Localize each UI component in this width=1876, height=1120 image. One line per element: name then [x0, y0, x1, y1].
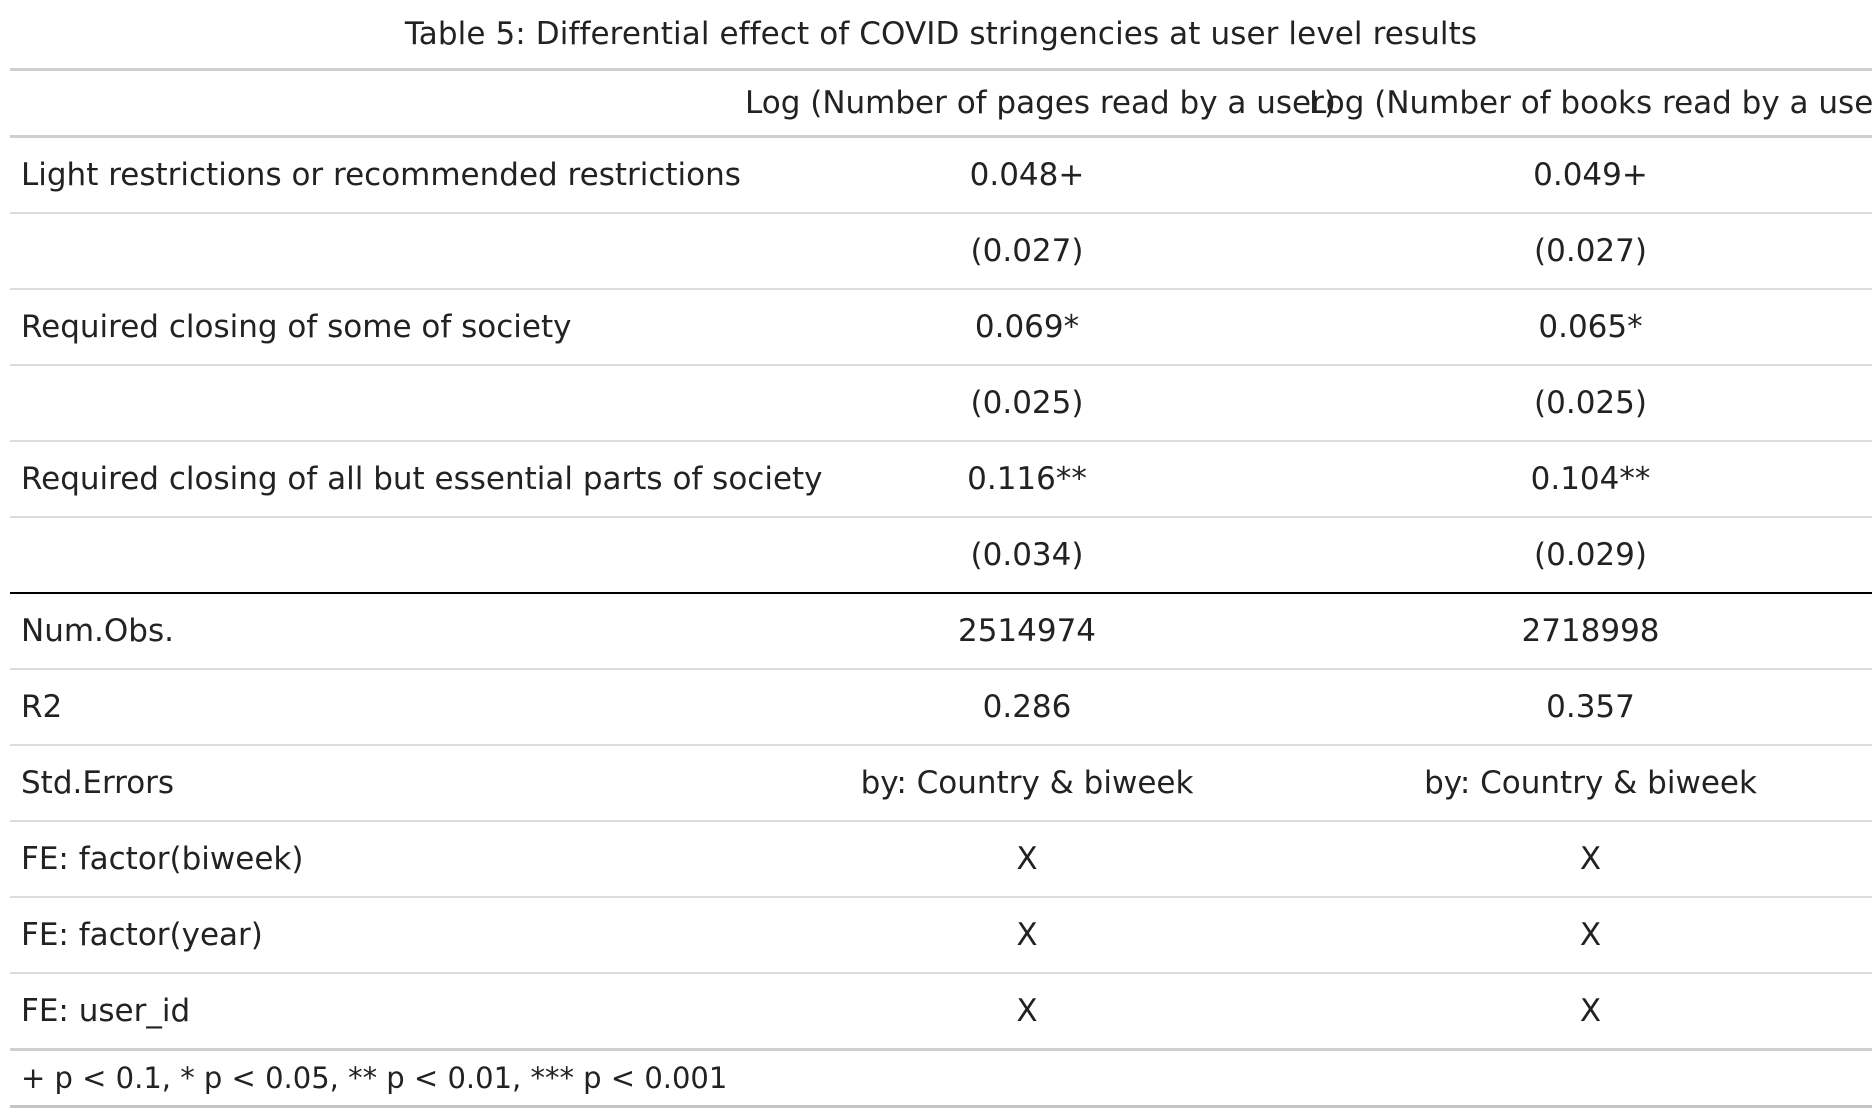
row-label — [10, 517, 745, 594]
cell-pages: (0.034) — [745, 517, 1309, 594]
stats-row: Num.Obs. 2514974 2718998 — [10, 593, 1872, 670]
table-row: Required closing of some of society 0.06… — [10, 289, 1872, 366]
stats-row: FE: user_id X X — [10, 973, 1872, 1051]
row-label — [10, 365, 745, 442]
cell-pages: (0.025) — [745, 365, 1309, 442]
cell-books: 0.357 — [1309, 669, 1872, 746]
cell-pages: 2514974 — [745, 593, 1309, 670]
regression-table: Log (Number of pages read by a user) Log… — [10, 68, 1876, 1108]
row-label: FE: factor(biweek) — [10, 821, 745, 898]
cell-pages: (0.027) — [745, 213, 1309, 290]
header-row: Log (Number of pages read by a user) Log… — [10, 68, 1876, 138]
row-label: FE: factor(year) — [10, 897, 745, 974]
table-container: Table 5: Differential effect of COVID st… — [10, 0, 1876, 1108]
cell-books: (0.029) — [1309, 517, 1872, 594]
row-label: Required closing of all but essential pa… — [10, 441, 823, 518]
table-row: (0.025) (0.025) — [10, 365, 1872, 442]
table-row: Required closing of all but essential pa… — [10, 441, 1872, 518]
stats-row: Std.Errors by: Country & biweek by: Coun… — [10, 745, 1872, 822]
cell-books: 0.065* — [1309, 289, 1872, 366]
row-label — [10, 213, 745, 290]
cell-books: (0.025) — [1309, 365, 1872, 442]
header-books-column: Log (Number of books read by a user) — [1309, 68, 1876, 138]
stats-row: FE: factor(biweek) X X — [10, 821, 1872, 898]
cell-pages: by: Country & biweek — [745, 745, 1309, 822]
cell-books: 0.049+ — [1309, 136, 1872, 214]
stats-row: FE: factor(year) X X — [10, 897, 1872, 974]
cell-pages: X — [745, 897, 1309, 974]
row-label: Required closing of some of society — [10, 289, 745, 366]
cell-books: 2718998 — [1309, 593, 1872, 670]
row-label: Std.Errors — [10, 745, 745, 822]
cell-pages: 0.116** — [745, 441, 1309, 518]
row-label: Num.Obs. — [10, 593, 745, 670]
cell-pages: 0.069* — [745, 289, 1309, 366]
cell-pages: 0.048+ — [745, 136, 1309, 214]
cell-books: by: Country & biweek — [1309, 745, 1872, 822]
cell-books: 0.104** — [1309, 441, 1872, 518]
cell-pages: X — [745, 973, 1309, 1051]
footnote-row: + p < 0.1, * p < 0.05, ** p < 0.01, *** … — [10, 1048, 1872, 1108]
row-label: R2 — [10, 669, 745, 746]
cell-books: X — [1309, 973, 1872, 1051]
significance-footnote: + p < 0.1, * p < 0.05, ** p < 0.01, *** … — [10, 1048, 1872, 1108]
table-row: (0.034) (0.029) — [10, 517, 1872, 594]
stats-row: R2 0.286 0.357 — [10, 669, 1872, 746]
table-row: Light restrictions or recommended restri… — [10, 136, 1872, 214]
cell-books: X — [1309, 897, 1872, 974]
row-label: FE: user_id — [10, 973, 745, 1051]
table-caption: Table 5: Differential effect of COVID st… — [404, 16, 1478, 52]
cell-pages: 0.286 — [745, 669, 1309, 746]
header-blank — [10, 68, 745, 138]
cell-books: X — [1309, 821, 1872, 898]
table-row: (0.027) (0.027) — [10, 213, 1872, 290]
row-label: Light restrictions or recommended restri… — [10, 136, 745, 214]
cell-books: (0.027) — [1309, 213, 1872, 290]
header-pages-column: Log (Number of pages read by a user) — [745, 68, 1336, 138]
cell-pages: X — [745, 821, 1309, 898]
